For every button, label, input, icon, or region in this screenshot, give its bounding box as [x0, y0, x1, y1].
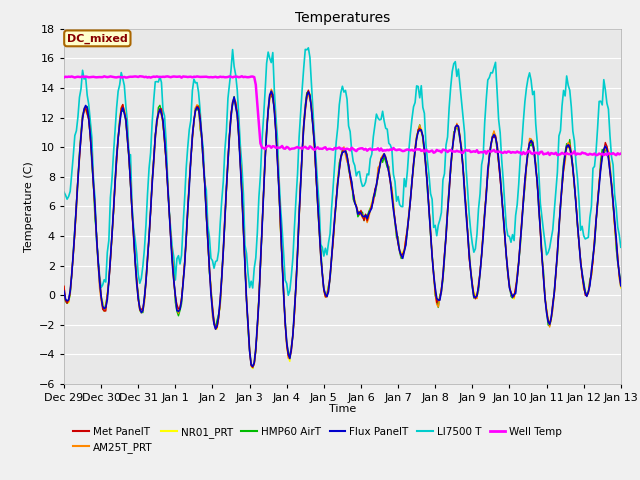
Met PanelT [617, 281, 625, 287]
Well Temp [410, 148, 417, 154]
AM25T_PRT [249, 363, 257, 369]
Met PanelT [380, 152, 388, 157]
HMP60 AirT [76, 150, 83, 156]
AM25T_PRT [268, 86, 275, 92]
Well Temp [397, 147, 405, 153]
LI7500 T [399, 204, 406, 210]
X-axis label: Time: Time [329, 405, 356, 414]
Line: Well Temp: Well Temp [64, 76, 621, 155]
Met PanelT [249, 365, 257, 371]
NR01_PRT [552, 272, 559, 277]
NR01_PRT [76, 151, 83, 157]
HMP60 AirT [249, 365, 257, 371]
NR01_PRT [380, 153, 388, 158]
LI7500 T [284, 292, 292, 298]
Flux PanelT [412, 147, 419, 153]
HMP60 AirT [412, 148, 419, 154]
Line: Flux PanelT: Flux PanelT [64, 91, 621, 366]
Met PanelT [76, 154, 83, 160]
HMP60 AirT [380, 154, 388, 160]
LI7500 T [380, 118, 388, 124]
LI7500 T [412, 99, 419, 105]
LI7500 T [617, 244, 625, 250]
Flux PanelT [249, 363, 257, 369]
NR01_PRT [412, 148, 419, 154]
Title: Temperatures: Temperatures [295, 11, 390, 25]
Met PanelT [399, 251, 406, 257]
Flux PanelT [76, 153, 83, 158]
Line: LI7500 T: LI7500 T [64, 48, 621, 295]
Text: DC_mixed: DC_mixed [67, 33, 128, 44]
LI7500 T [552, 188, 559, 194]
Y-axis label: Temperature (C): Temperature (C) [24, 161, 35, 252]
AM25T_PRT [76, 157, 83, 163]
AM25T_PRT [164, 183, 172, 189]
HMP60 AirT [399, 250, 406, 256]
Met PanelT [164, 183, 172, 189]
NR01_PRT [249, 366, 257, 372]
NR01_PRT [399, 250, 406, 256]
Well Temp [617, 151, 625, 156]
Flux PanelT [552, 270, 559, 276]
NR01_PRT [305, 91, 312, 96]
Flux PanelT [617, 283, 625, 288]
Flux PanelT [60, 288, 68, 294]
AM25T_PRT [617, 284, 625, 289]
Met PanelT [552, 272, 559, 278]
Well Temp [550, 151, 558, 157]
LI7500 T [60, 189, 68, 195]
Well Temp [592, 152, 600, 158]
Well Temp [60, 74, 68, 80]
Line: HMP60 AirT: HMP60 AirT [64, 92, 621, 368]
Well Temp [238, 73, 246, 79]
Legend: Met PanelT, AM25T_PRT, NR01_PRT, HMP60 AirT, Flux PanelT, LI7500 T, Well Temp: Met PanelT, AM25T_PRT, NR01_PRT, HMP60 A… [69, 422, 566, 457]
AM25T_PRT [412, 143, 419, 149]
Met PanelT [412, 149, 419, 155]
Well Temp [76, 74, 83, 80]
Flux PanelT [399, 255, 406, 261]
Flux PanelT [268, 88, 275, 94]
NR01_PRT [617, 285, 625, 291]
AM25T_PRT [399, 252, 406, 258]
LI7500 T [305, 45, 312, 51]
Well Temp [164, 73, 172, 79]
HMP60 AirT [552, 270, 559, 276]
Met PanelT [60, 283, 68, 289]
LI7500 T [164, 175, 172, 181]
AM25T_PRT [380, 151, 388, 156]
HMP60 AirT [60, 289, 68, 295]
Well Temp [379, 148, 387, 154]
AM25T_PRT [60, 284, 68, 289]
Line: Met PanelT: Met PanelT [64, 90, 621, 368]
NR01_PRT [164, 180, 172, 186]
HMP60 AirT [164, 180, 172, 186]
HMP60 AirT [617, 280, 625, 286]
Line: AM25T_PRT: AM25T_PRT [64, 89, 621, 366]
NR01_PRT [60, 290, 68, 296]
Flux PanelT [164, 182, 172, 188]
Flux PanelT [380, 151, 388, 156]
Met PanelT [305, 87, 312, 93]
HMP60 AirT [305, 89, 312, 95]
AM25T_PRT [552, 269, 559, 275]
LI7500 T [76, 95, 83, 100]
Line: NR01_PRT: NR01_PRT [64, 94, 621, 369]
